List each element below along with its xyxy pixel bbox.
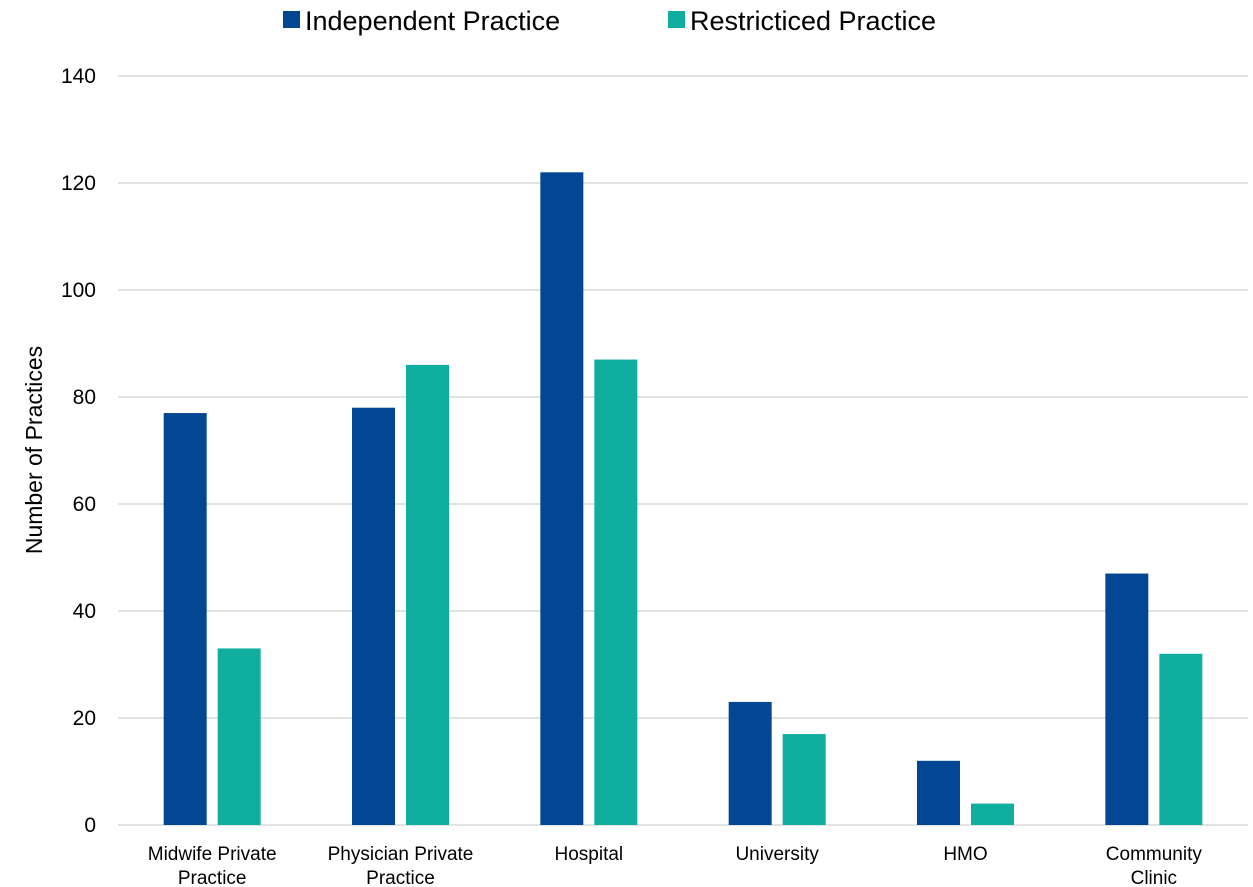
bar-restricted	[971, 803, 1014, 825]
legend-label: Restricticed Practice	[690, 6, 936, 36]
legend-swatch	[283, 11, 300, 28]
legend: Independent Practice Restricticed Practic…	[283, 6, 936, 36]
y-tick-label: 140	[61, 65, 96, 88]
gridlines	[118, 75, 1248, 826]
legend-swatch	[668, 11, 685, 28]
x-category-label: HMO	[943, 844, 987, 865]
bar-restricted	[594, 359, 638, 825]
y-tick-label: 40	[73, 600, 96, 623]
x-category-label: Community Clinic	[1106, 844, 1203, 887]
bar-independent	[352, 407, 395, 825]
y-tick-label: 80	[73, 386, 96, 409]
x-category-label: Hospital	[555, 844, 624, 865]
bars	[163, 172, 1203, 826]
y-tick-label: 120	[61, 172, 96, 195]
y-tick-label: 20	[73, 707, 96, 730]
legend-label: Independent Practice	[305, 6, 560, 36]
bar-restricted	[782, 734, 826, 825]
y-axis-ticks: 0 20 40 60 80 100 120 140	[61, 65, 96, 837]
bar-independent	[163, 413, 207, 825]
bar-restricted	[1159, 653, 1203, 825]
bar-independent	[540, 172, 584, 826]
bar-restricted	[406, 364, 449, 825]
y-tick-label: 0	[84, 814, 96, 837]
bar-independent	[1105, 573, 1149, 825]
bar-independent	[917, 760, 960, 825]
bar-restricted	[217, 648, 261, 825]
y-axis-title: Number of Practices	[21, 346, 47, 554]
x-category-label: University	[735, 844, 819, 865]
x-axis-labels: Midwife Private Practice Physician Private…	[148, 844, 1203, 887]
x-category-label: Midwife Private Practice	[148, 844, 277, 887]
y-tick-label: 60	[73, 493, 96, 516]
y-tick-label: 100	[61, 279, 96, 302]
x-category-label: Physician Private Practice	[328, 844, 474, 887]
bar-independent	[728, 701, 772, 825]
